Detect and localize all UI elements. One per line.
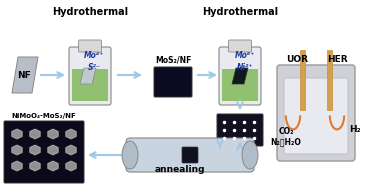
Text: CO₂: CO₂ — [278, 128, 294, 136]
Text: Mo⁶⁺: Mo⁶⁺ — [235, 51, 255, 60]
Polygon shape — [30, 145, 40, 155]
Text: Hydrothermal: Hydrothermal — [202, 7, 278, 17]
FancyBboxPatch shape — [277, 65, 355, 161]
FancyBboxPatch shape — [78, 40, 101, 52]
FancyBboxPatch shape — [284, 78, 348, 154]
Text: MoS₂/NF: MoS₂/NF — [155, 56, 191, 64]
Text: Mo⁴⁺: Mo⁴⁺ — [84, 51, 104, 60]
Bar — [327, 50, 332, 110]
Bar — [300, 50, 305, 110]
FancyBboxPatch shape — [126, 138, 254, 172]
FancyBboxPatch shape — [228, 40, 251, 52]
FancyBboxPatch shape — [69, 47, 111, 105]
Polygon shape — [66, 161, 76, 171]
Polygon shape — [12, 57, 38, 93]
FancyBboxPatch shape — [182, 147, 198, 163]
FancyBboxPatch shape — [154, 67, 192, 97]
Polygon shape — [12, 129, 22, 139]
Text: S²⁻: S²⁻ — [88, 64, 100, 73]
Polygon shape — [12, 161, 22, 171]
Bar — [72, 69, 108, 101]
Polygon shape — [232, 68, 248, 84]
Polygon shape — [12, 145, 22, 155]
Text: UOR: UOR — [286, 56, 308, 64]
Text: NF: NF — [17, 70, 31, 80]
Text: Hydrothermal: Hydrothermal — [52, 7, 128, 17]
Text: Ni²⁺: Ni²⁺ — [237, 64, 253, 73]
FancyBboxPatch shape — [4, 121, 84, 183]
FancyBboxPatch shape — [219, 47, 261, 105]
Polygon shape — [30, 129, 40, 139]
Polygon shape — [66, 145, 76, 155]
Polygon shape — [66, 129, 76, 139]
Polygon shape — [48, 145, 58, 155]
Polygon shape — [80, 68, 96, 84]
Text: HER: HER — [327, 56, 347, 64]
Bar — [222, 69, 258, 101]
Ellipse shape — [242, 141, 258, 169]
Polygon shape — [30, 161, 40, 171]
Text: N₂、H₂O: N₂、H₂O — [270, 138, 301, 146]
Ellipse shape — [122, 141, 138, 169]
Text: NiMoO₄-MoS₂/NF: NiMoO₄-MoS₂/NF — [12, 113, 76, 119]
Text: annealing: annealing — [155, 166, 205, 174]
Polygon shape — [48, 161, 58, 171]
FancyBboxPatch shape — [217, 114, 263, 146]
Text: H₂: H₂ — [349, 125, 361, 135]
Polygon shape — [48, 129, 58, 139]
